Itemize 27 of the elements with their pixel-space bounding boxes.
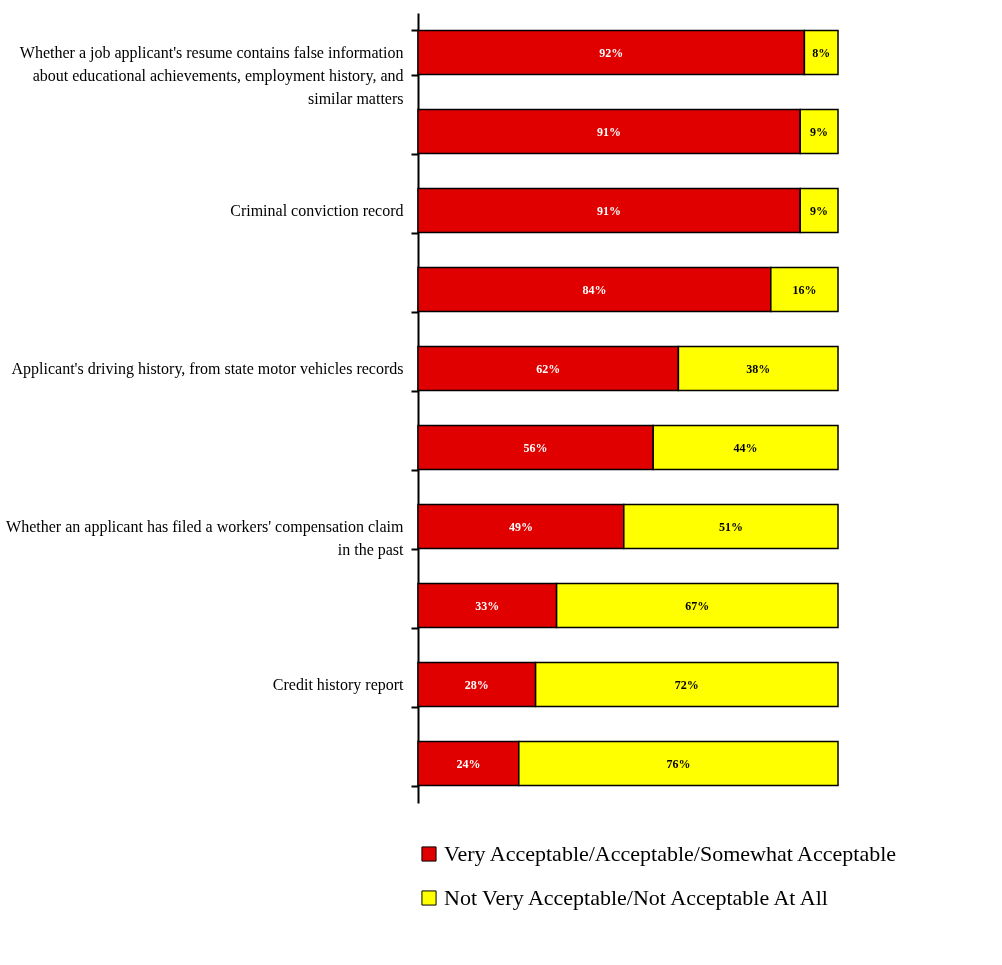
y-tick-label: Criminal conviction record (230, 202, 404, 219)
data-label: 44% (733, 440, 758, 455)
data-label: 33% (475, 598, 500, 613)
data-label: 38% (746, 361, 771, 376)
legend-label: Very Acceptable/Acceptable/Somewhat Acceptable (444, 841, 897, 866)
y-tick-label: Applicant's driving history, from state motor vehicles records (11, 360, 404, 378)
data-label: 49% (508, 519, 533, 534)
data-label: 67% (685, 598, 710, 613)
data-label: 84% (582, 282, 607, 297)
data-label: 9% (810, 203, 829, 218)
y-tick-label: Whether a job applicant's resume contains false information about educational achievements, employment history, and similar matters (19, 44, 404, 107)
y-tick-label: Whether an applicant has filed a workers' compensation claim in the past (6, 518, 405, 559)
data-label: 28% (464, 677, 489, 692)
data-label: 91% (597, 124, 622, 139)
y-tick-label: Credit history report (272, 676, 405, 694)
data-label: 8% (812, 45, 831, 60)
data-label: 72% (674, 677, 699, 692)
data-label: 76% (666, 756, 691, 771)
data-label: 62% (536, 361, 561, 376)
data-label: 24% (456, 756, 481, 771)
data-label: 16% (792, 282, 817, 297)
data-label: 51% (718, 519, 743, 534)
data-label: 92% (599, 45, 624, 60)
data-label: 91% (597, 203, 622, 218)
data-label: 9% (810, 124, 829, 139)
legend-label: Not Very Acceptable/Not Acceptable At All (444, 885, 828, 910)
data-label: 56% (523, 440, 548, 455)
